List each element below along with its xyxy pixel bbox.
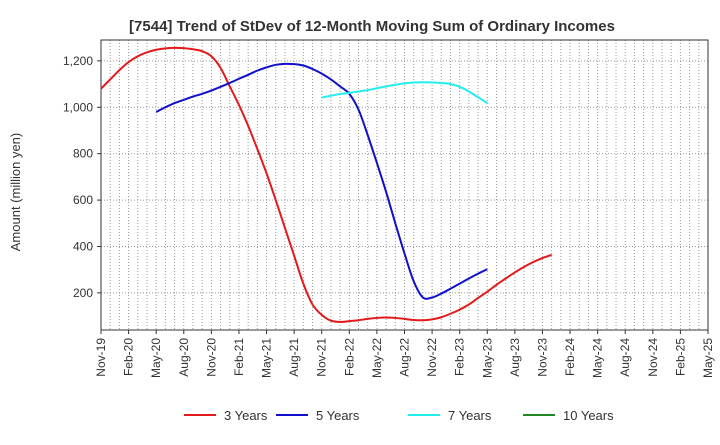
x-tick-label: Nov-19 (94, 338, 108, 377)
x-tick-label: May-22 (370, 338, 384, 378)
x-tick-label: Aug-22 (398, 338, 412, 377)
y-tick-label: 1,000 (63, 100, 93, 114)
x-tick-label: Nov-20 (204, 338, 218, 377)
series-lines (100, 46, 552, 323)
x-axis: Nov-19 Feb-20 May-20 Aug-20 Nov-20 Feb-21 May-… (94, 330, 715, 378)
x-tick-label: Nov-21 (315, 338, 329, 377)
x-tick-label: Feb-25 (673, 338, 687, 376)
x-tick-label: Feb-20 (122, 338, 136, 376)
legend-label-10-years: 10 Years (563, 408, 614, 423)
x-tick-label: Aug-24 (618, 338, 632, 377)
x-tick-label: Nov-24 (646, 338, 660, 377)
legend-label-3-years: 3 Years (224, 408, 268, 423)
x-tick-label: Nov-23 (535, 338, 549, 377)
legend: 3 Years 5 Years 7 Years 10 Years (184, 408, 614, 423)
y-axis: 200 400 600 800 1,000 1,200 (63, 54, 101, 300)
grid (101, 40, 708, 330)
series-line-3-years (100, 46, 552, 323)
y-tick-label: 200 (73, 286, 93, 300)
y-tick-label: 400 (73, 239, 93, 253)
x-tick-label: Feb-21 (232, 338, 246, 376)
x-tick-label: May-23 (480, 338, 494, 378)
x-tick-label: Nov-22 (425, 338, 439, 377)
y-tick-label: 800 (73, 147, 93, 161)
x-tick-label: Aug-20 (177, 338, 191, 377)
x-tick-label: Feb-22 (342, 338, 356, 376)
x-tick-label: Aug-21 (287, 338, 301, 377)
x-tick-label: Aug-23 (508, 338, 522, 377)
x-tick-label: Feb-23 (453, 338, 467, 376)
x-tick-label: Feb-24 (563, 338, 577, 376)
legend-label-5-years: 5 Years (316, 408, 360, 423)
y-axis-label: Amount (million yen) (8, 133, 23, 252)
chart-title: [7544] Trend of StDev of 12-Month Moving… (129, 18, 615, 35)
y-tick-label: 600 (73, 193, 93, 207)
x-tick-label: May-20 (149, 338, 163, 378)
x-tick-label: May-25 (701, 338, 715, 378)
x-tick-label: May-21 (260, 338, 274, 378)
y-tick-label: 1,200 (63, 54, 93, 68)
x-tick-label: May-24 (591, 338, 605, 378)
series-line-7-years (321, 81, 488, 104)
series-line-5-years (155, 62, 488, 300)
legend-label-7-years: 7 Years (448, 408, 492, 423)
